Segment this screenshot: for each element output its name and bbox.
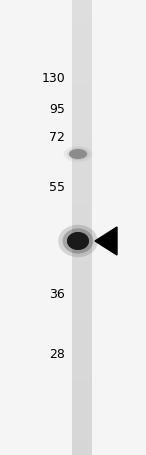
Bar xyxy=(72,244,92,250)
Bar xyxy=(72,438,92,444)
Bar xyxy=(72,444,92,449)
Bar xyxy=(72,193,92,199)
Text: 28: 28 xyxy=(49,348,65,361)
Bar xyxy=(72,108,92,114)
Bar xyxy=(72,353,92,358)
Bar xyxy=(72,216,92,222)
Bar xyxy=(72,154,92,159)
Bar xyxy=(72,125,92,131)
Bar xyxy=(72,278,92,284)
Bar xyxy=(72,165,92,171)
Bar xyxy=(72,347,92,353)
Bar xyxy=(72,68,92,74)
Bar xyxy=(72,187,92,193)
Bar xyxy=(72,119,92,125)
Bar xyxy=(72,330,92,335)
Bar xyxy=(72,62,92,68)
Bar xyxy=(72,262,92,267)
Bar xyxy=(72,91,92,96)
Ellipse shape xyxy=(69,150,87,160)
Bar xyxy=(72,17,92,23)
Bar xyxy=(72,432,92,438)
Bar xyxy=(72,46,92,51)
Bar xyxy=(72,86,92,91)
Ellipse shape xyxy=(67,233,89,250)
Text: 55: 55 xyxy=(49,181,65,194)
Bar xyxy=(72,324,92,330)
Bar xyxy=(72,250,92,256)
Ellipse shape xyxy=(63,229,93,254)
Bar xyxy=(72,182,92,187)
Bar xyxy=(72,159,92,165)
Bar xyxy=(72,80,92,86)
Bar xyxy=(72,239,92,244)
Bar xyxy=(72,0,92,455)
Bar xyxy=(72,449,92,455)
Bar xyxy=(72,233,92,239)
Ellipse shape xyxy=(64,147,92,162)
Bar xyxy=(72,387,92,392)
Bar xyxy=(72,11,92,17)
Bar xyxy=(72,296,92,301)
Bar xyxy=(72,199,92,205)
Bar xyxy=(72,51,92,57)
Bar xyxy=(72,177,92,182)
Bar xyxy=(72,375,92,381)
Bar xyxy=(72,40,92,46)
Bar xyxy=(72,23,92,28)
Bar xyxy=(72,205,92,210)
Bar xyxy=(72,171,92,176)
Ellipse shape xyxy=(58,225,98,258)
Bar xyxy=(72,369,92,375)
Bar xyxy=(72,307,92,313)
Bar xyxy=(72,148,92,154)
Bar xyxy=(72,358,92,364)
Text: 36: 36 xyxy=(49,288,65,301)
Ellipse shape xyxy=(67,233,89,250)
Bar xyxy=(72,256,92,262)
Bar xyxy=(72,74,92,80)
Bar xyxy=(72,131,92,136)
Bar xyxy=(72,114,92,119)
Bar xyxy=(72,410,92,415)
Bar xyxy=(72,290,92,296)
Bar xyxy=(72,426,92,432)
Text: 130: 130 xyxy=(41,71,65,84)
Bar xyxy=(72,0,92,5)
Bar xyxy=(72,210,92,216)
Bar xyxy=(72,273,92,278)
Bar xyxy=(72,268,92,273)
Ellipse shape xyxy=(67,149,89,161)
Bar xyxy=(72,313,92,318)
Bar xyxy=(72,341,92,347)
Bar xyxy=(72,222,92,228)
Bar xyxy=(72,228,92,233)
Bar xyxy=(72,57,92,62)
Bar xyxy=(72,392,92,398)
Bar xyxy=(72,5,92,11)
Bar xyxy=(72,421,92,426)
Bar xyxy=(72,142,92,148)
Bar xyxy=(72,318,92,324)
Bar xyxy=(72,381,92,387)
Bar xyxy=(72,136,92,142)
Bar xyxy=(72,301,92,307)
Bar xyxy=(72,96,92,102)
Bar xyxy=(72,415,92,421)
Text: 72: 72 xyxy=(49,131,65,144)
Bar xyxy=(72,28,92,34)
Text: 95: 95 xyxy=(49,103,65,116)
Bar xyxy=(72,34,92,40)
Bar xyxy=(72,336,92,341)
Polygon shape xyxy=(95,228,117,255)
Bar xyxy=(72,364,92,369)
Bar xyxy=(72,398,92,404)
Bar xyxy=(72,404,92,410)
Bar xyxy=(72,102,92,108)
Bar xyxy=(72,284,92,290)
